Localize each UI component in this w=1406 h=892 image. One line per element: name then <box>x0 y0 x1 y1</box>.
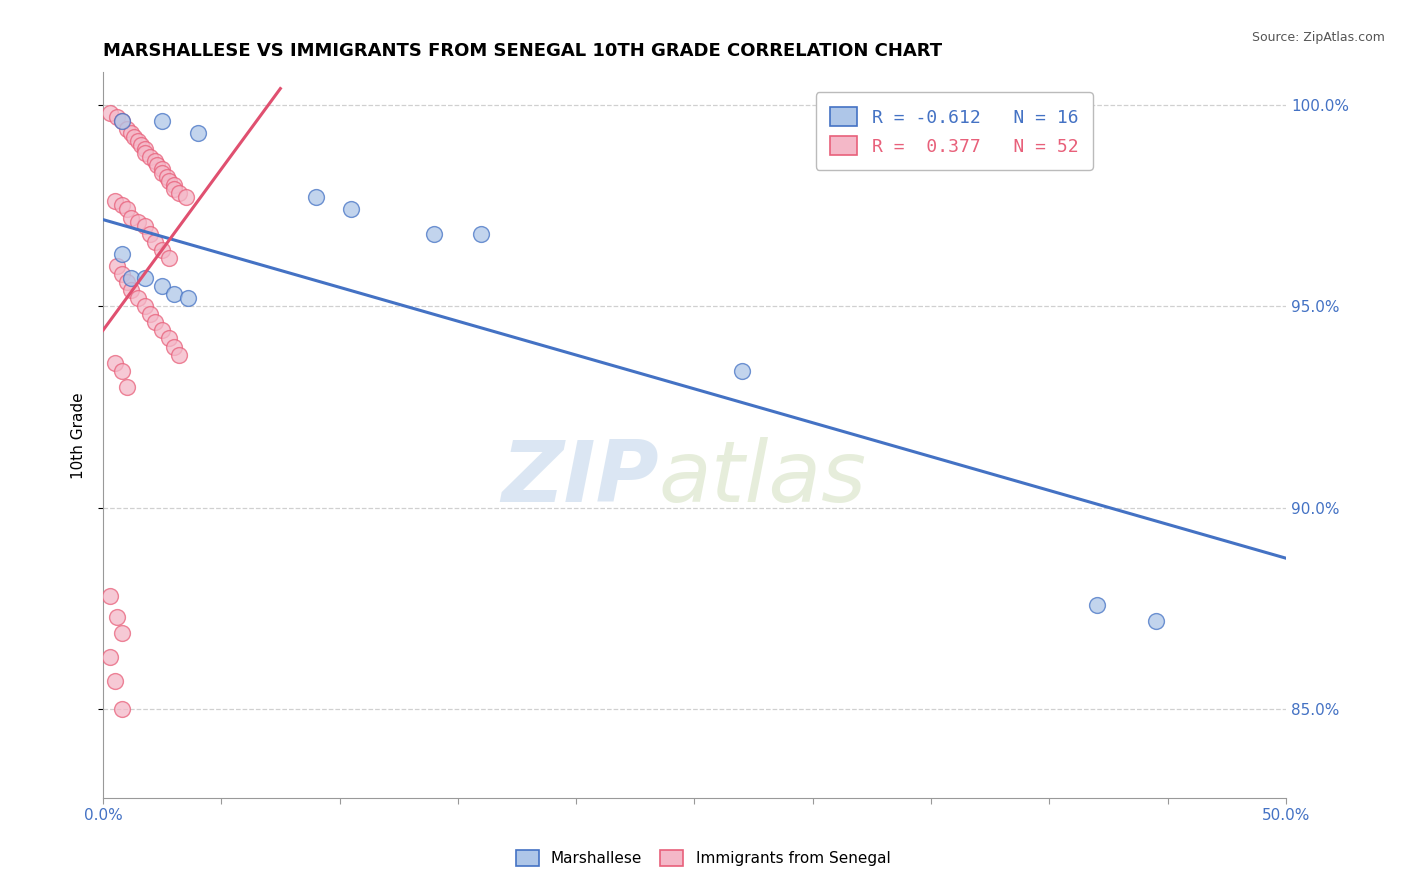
Point <box>163 287 186 301</box>
Point <box>134 146 156 161</box>
Point <box>122 130 145 145</box>
Point <box>111 267 134 281</box>
Point <box>129 138 152 153</box>
Point <box>143 154 166 169</box>
Point <box>115 202 138 217</box>
Legend: R = -0.612   N = 16, R =  0.377   N = 52: R = -0.612 N = 16, R = 0.377 N = 52 <box>815 93 1092 170</box>
Point <box>111 198 134 212</box>
Point <box>340 202 363 217</box>
Point <box>150 162 173 177</box>
Point <box>139 307 162 321</box>
Point <box>98 590 121 604</box>
Point <box>163 340 186 354</box>
Point <box>167 348 190 362</box>
Point <box>163 178 186 193</box>
Point <box>423 227 446 241</box>
Text: Source: ZipAtlas.com: Source: ZipAtlas.com <box>1251 31 1385 45</box>
Point <box>150 166 173 180</box>
Point <box>157 331 180 345</box>
Point <box>111 625 134 640</box>
Point <box>143 235 166 249</box>
Point <box>1085 598 1108 612</box>
Point <box>1144 614 1167 628</box>
Point <box>150 113 173 128</box>
Point <box>104 194 127 209</box>
Point <box>111 113 134 128</box>
Point <box>139 227 162 241</box>
Point <box>134 299 156 313</box>
Point <box>111 364 134 378</box>
Point <box>105 609 128 624</box>
Point <box>120 283 142 297</box>
Point <box>98 105 121 120</box>
Point <box>157 174 180 188</box>
Text: ZIP: ZIP <box>502 437 659 520</box>
Point <box>174 190 197 204</box>
Point <box>150 243 173 257</box>
Point <box>150 279 173 293</box>
Point <box>167 186 190 201</box>
Point <box>98 650 121 665</box>
Point <box>127 291 149 305</box>
Point <box>111 247 134 261</box>
Point <box>104 674 127 689</box>
Point <box>120 271 142 285</box>
Legend: Marshallese, Immigrants from Senegal: Marshallese, Immigrants from Senegal <box>508 842 898 873</box>
Point <box>163 182 186 196</box>
Point <box>134 219 156 233</box>
Point <box>731 364 754 378</box>
Text: MARSHALLESE VS IMMIGRANTS FROM SENEGAL 10TH GRADE CORRELATION CHART: MARSHALLESE VS IMMIGRANTS FROM SENEGAL 1… <box>103 42 942 60</box>
Point <box>139 150 162 164</box>
Y-axis label: 10th Grade: 10th Grade <box>72 392 86 478</box>
Point <box>111 702 134 716</box>
Point <box>115 380 138 394</box>
Point <box>120 211 142 225</box>
Point <box>157 251 180 265</box>
Point <box>104 356 127 370</box>
Point <box>127 134 149 148</box>
Point <box>177 291 200 305</box>
Point <box>111 113 134 128</box>
Point <box>105 110 128 124</box>
Point <box>115 121 138 136</box>
Point <box>146 158 169 172</box>
Point <box>305 190 328 204</box>
Point <box>115 275 138 289</box>
Point <box>105 259 128 273</box>
Point <box>134 271 156 285</box>
Point <box>143 315 166 329</box>
Point <box>187 126 209 140</box>
Point <box>470 227 492 241</box>
Point <box>120 126 142 140</box>
Point <box>156 170 179 185</box>
Text: atlas: atlas <box>659 437 868 520</box>
Point <box>150 323 173 337</box>
Point <box>134 142 156 156</box>
Point <box>127 214 149 228</box>
